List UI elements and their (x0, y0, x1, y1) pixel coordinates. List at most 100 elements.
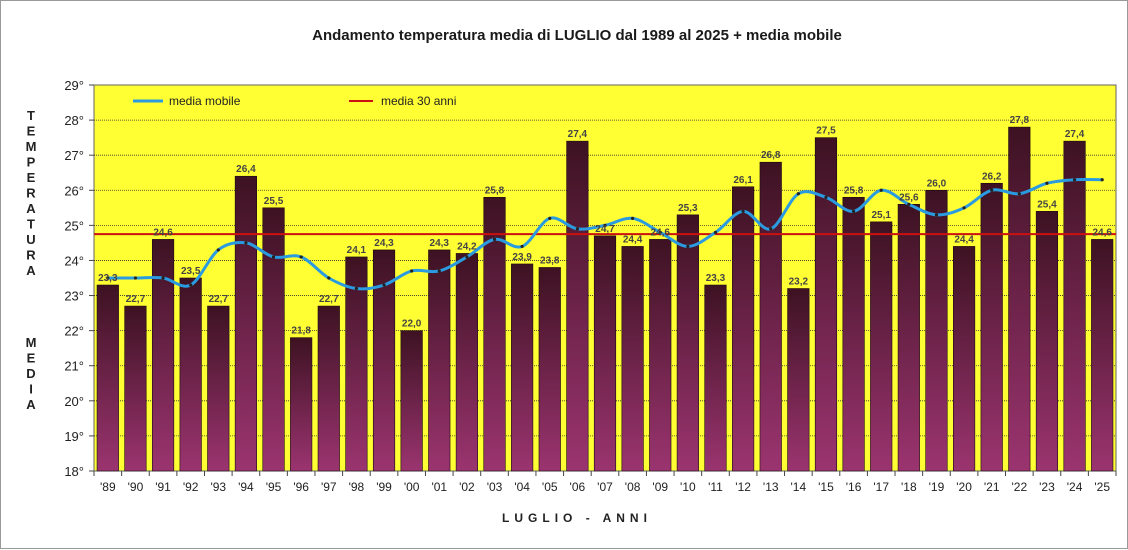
x-tick-label: '09 (652, 480, 668, 494)
moving-average-point (824, 195, 828, 199)
moving-average-point (686, 244, 690, 249)
data-label: 26,8 (761, 150, 781, 161)
bar (262, 207, 285, 472)
moving-average-point (271, 255, 276, 259)
y-axis-title-letter: A (26, 263, 36, 278)
x-tick-label: '95 (266, 480, 282, 494)
x-tick-label: '90 (128, 480, 144, 494)
x-tick-label: '22 (1012, 480, 1028, 494)
moving-average-point (492, 237, 497, 241)
data-label: 23,3 (706, 273, 726, 284)
data-label: 24,6 (1092, 227, 1112, 238)
bar (897, 204, 920, 472)
bar (953, 246, 976, 472)
bar (621, 246, 644, 472)
moving-average-point (713, 230, 718, 234)
data-label: 23,3 (98, 273, 118, 284)
x-tick-label: '94 (238, 480, 254, 494)
y-axis-title-letter: P (27, 155, 36, 170)
moving-average-point (631, 216, 635, 220)
bar (980, 182, 1003, 472)
data-label: 25,6 (899, 192, 919, 203)
data-label: 26,2 (982, 171, 1002, 182)
x-tick-label: '93 (210, 480, 226, 494)
moving-average-point (382, 283, 386, 287)
y-axis-ticks: 18° 19° 20° 21° 22° 23° 24° 25° 26° 27° 28° 29° (64, 78, 94, 479)
bars (96, 126, 1114, 472)
moving-average-point (520, 244, 524, 249)
y-tick-label: 27° (64, 148, 84, 163)
x-tick-label: '99 (376, 480, 392, 494)
data-label: 27,4 (568, 129, 588, 140)
x-tick-label: '16 (846, 480, 862, 494)
x-tick-label: '14 (791, 480, 807, 494)
bar (511, 263, 534, 472)
value-labels: 23,3 22,7 24,6 23,5 22,7 26,4 25,5 21,8 22,7 24,1… (98, 115, 1112, 337)
moving-average-point (1017, 192, 1021, 196)
data-label: 25,4 (1037, 199, 1057, 210)
x-tick-label: '01 (431, 480, 447, 494)
moving-average-point (354, 286, 359, 291)
moving-average-point (1100, 178, 1104, 182)
moving-average-point (851, 209, 856, 213)
y-tick-label: 26° (64, 183, 84, 198)
x-tick-label: '08 (625, 480, 641, 494)
bar (372, 249, 396, 472)
bar (566, 140, 589, 472)
data-label: 25,5 (264, 196, 284, 207)
moving-average-point (548, 216, 552, 220)
moving-average-point (934, 213, 939, 217)
data-label: 25,3 (678, 203, 698, 214)
bar (732, 186, 755, 472)
x-axis-title: LUGLIO - ANNI (502, 511, 652, 525)
x-tick-label: '13 (763, 480, 779, 494)
y-axis-title-letter: M (26, 335, 37, 350)
moving-average-point (575, 227, 579, 231)
chart-title: Andamento temperatura media di LUGLIO da… (312, 27, 842, 44)
bar (870, 221, 893, 472)
data-label: 23,9 (512, 252, 532, 263)
x-tick-label: '03 (487, 480, 503, 494)
moving-average-point (327, 276, 331, 280)
moving-average-point (658, 230, 662, 234)
bar (704, 284, 727, 472)
bar (649, 239, 672, 472)
legend: media mobile media 30 anni (133, 94, 456, 108)
bar (787, 288, 810, 472)
bar (400, 330, 423, 472)
x-tick-label: '15 (818, 480, 834, 494)
x-tick-label: '05 (542, 480, 558, 494)
moving-average-point (189, 283, 193, 287)
x-tick-label: '04 (514, 480, 530, 494)
x-tick-label: '17 (873, 480, 889, 494)
data-label: 24,3 (374, 238, 394, 249)
bar (1008, 126, 1031, 472)
y-axis-title-letter: A (26, 397, 36, 412)
x-tick-label: '97 (321, 480, 337, 494)
data-label: 24,7 (595, 224, 615, 235)
bar (1035, 211, 1059, 472)
y-axis-title-letter: E (27, 124, 36, 139)
data-label: 23,8 (540, 255, 560, 266)
moving-average-point (962, 206, 966, 210)
data-label: 27,8 (1010, 115, 1030, 126)
data-label: 24,4 (623, 234, 643, 245)
bar (759, 161, 782, 472)
x-tick-label: '92 (183, 480, 199, 494)
y-axis-title-letter: I (29, 382, 33, 397)
y-tick-label: 18° (64, 464, 84, 479)
y-axis-title-letter: R (26, 248, 36, 263)
data-label: 24,2 (457, 241, 477, 252)
bar (676, 214, 699, 472)
data-label: 22,7 (319, 294, 339, 305)
moving-average-point (437, 269, 441, 273)
y-axis-title-letter: E (27, 351, 36, 366)
moving-average-point (244, 241, 248, 245)
moving-average-point (161, 276, 165, 280)
moving-average-point (299, 255, 303, 259)
bar (455, 253, 478, 472)
moving-average-point (907, 202, 911, 206)
